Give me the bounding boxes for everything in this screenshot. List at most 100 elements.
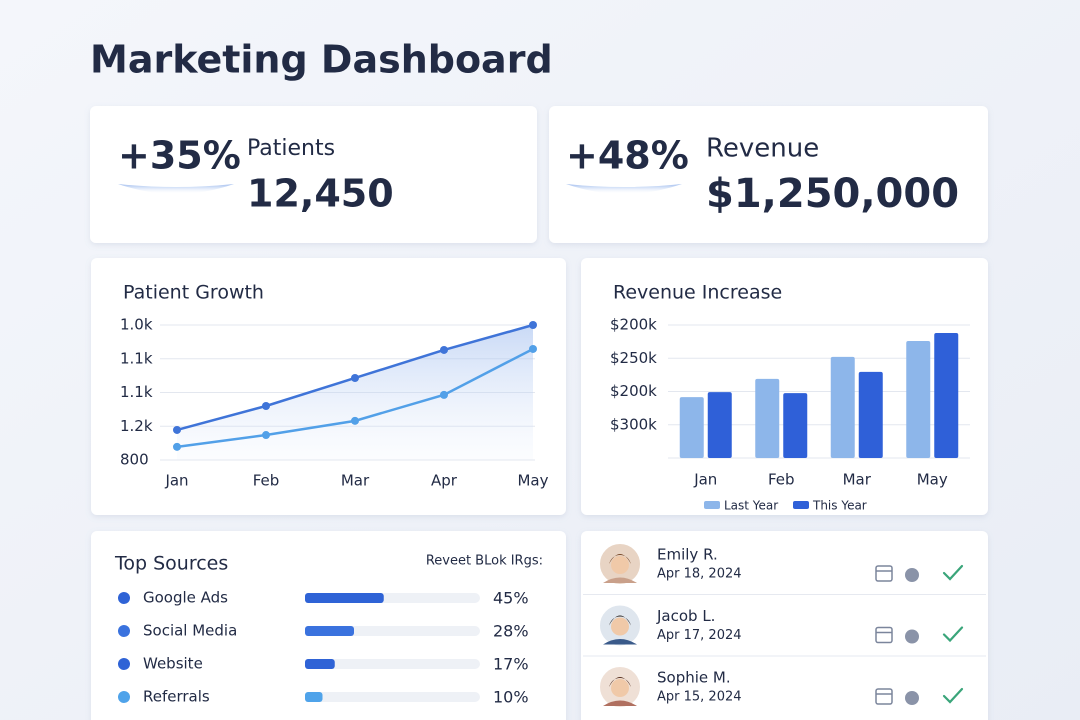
avatar-face xyxy=(611,679,629,697)
source-bar xyxy=(305,659,335,669)
point xyxy=(440,390,448,399)
clock-icon xyxy=(905,691,919,705)
bar xyxy=(830,356,855,458)
point xyxy=(262,402,270,410)
kpi-swoosh xyxy=(118,184,234,194)
page-title: Marketing Dashboard xyxy=(90,38,553,82)
track xyxy=(305,659,480,669)
person-date: Apr 15, 2024 xyxy=(657,690,742,705)
source-dot xyxy=(118,691,130,703)
avatar-body xyxy=(603,700,637,706)
point xyxy=(262,431,270,440)
kpi-value: 12,450 xyxy=(247,172,394,216)
x-tick-label: Apr xyxy=(431,472,458,490)
check-icon xyxy=(942,626,964,643)
source-value: 17% xyxy=(493,655,529,674)
x-tick-label: Jan xyxy=(164,472,188,490)
legend-swatch xyxy=(793,501,809,509)
point xyxy=(351,416,359,425)
legend-label: This Year xyxy=(812,499,867,513)
point xyxy=(440,345,448,354)
kpi-label: Patients xyxy=(247,136,335,161)
source-value: 28% xyxy=(493,622,529,641)
chart-title: Patient Growth xyxy=(123,282,264,304)
bar xyxy=(783,393,808,458)
source-dot xyxy=(118,625,130,637)
avatar-face xyxy=(611,556,629,574)
point xyxy=(351,373,359,382)
calendar-icon xyxy=(875,626,893,644)
y-tick-label: 800 xyxy=(120,451,149,469)
x-tick-label: Mar xyxy=(341,472,370,490)
avatar-hair xyxy=(609,554,631,564)
source-value: 45% xyxy=(493,589,529,608)
x-tick-label: Mar xyxy=(843,471,872,489)
point xyxy=(529,344,537,353)
calendar-icon xyxy=(875,688,893,705)
card xyxy=(91,531,566,720)
avatar-hair xyxy=(609,615,631,626)
source-name: Social Media xyxy=(143,622,237,640)
chart-title: Revenue Increase xyxy=(613,282,782,304)
bar xyxy=(755,378,780,458)
calendar-icon xyxy=(875,565,893,582)
y-tick-label: 1.0k xyxy=(120,316,153,334)
point xyxy=(173,442,181,451)
source-bar xyxy=(305,626,354,636)
source-name: Website xyxy=(143,655,203,673)
legend-label: Last Year xyxy=(724,499,778,513)
track xyxy=(305,692,480,702)
avatar-hair xyxy=(609,677,631,687)
kpi-swoosh xyxy=(566,184,682,194)
card xyxy=(90,106,537,243)
avatar-body xyxy=(603,577,637,583)
person-name: Sophie M. xyxy=(657,669,731,687)
y-tick-label: $200k xyxy=(610,316,657,334)
person-date: Apr 18, 2024 xyxy=(657,567,742,582)
person-name: Emily R. xyxy=(657,546,718,564)
x-tick-label: Feb xyxy=(253,472,280,490)
source-bar xyxy=(305,593,384,603)
area xyxy=(177,325,533,460)
check-icon xyxy=(942,687,964,704)
point xyxy=(529,321,537,329)
bar xyxy=(707,392,732,458)
y-tick-label: 1.1k xyxy=(120,383,153,401)
section-note: Reveet BLok IRgs: xyxy=(426,554,543,569)
y-tick-label: $250k xyxy=(610,349,657,367)
y-tick-label: 1.1k xyxy=(120,349,153,367)
bar xyxy=(679,397,704,458)
x-tick-label: May xyxy=(917,471,948,489)
person-date: Apr 17, 2024 xyxy=(657,628,742,643)
source-name: Referrals xyxy=(143,688,210,706)
bar xyxy=(906,340,931,458)
kpi-label: Revenue xyxy=(706,134,819,164)
person-name: Jacob L. xyxy=(656,607,715,625)
avatar-body xyxy=(603,639,637,645)
source-bar xyxy=(305,692,323,702)
source-value: 10% xyxy=(493,688,529,707)
source-dot xyxy=(118,592,130,604)
card xyxy=(581,531,988,720)
kpi-change: +48% xyxy=(566,134,689,178)
bar xyxy=(858,371,883,458)
x-tick-label: May xyxy=(517,472,548,490)
x-tick-label: Feb xyxy=(768,471,795,489)
card xyxy=(549,106,988,243)
source-dot xyxy=(118,658,130,670)
clock-icon xyxy=(905,629,919,644)
clock-icon xyxy=(905,568,919,582)
avatar-face xyxy=(611,617,629,636)
kpi-change: +35% xyxy=(118,134,241,178)
y-tick-label: 1.2k xyxy=(120,417,153,435)
bar xyxy=(934,332,959,458)
kpi-value: $1,250,000 xyxy=(706,171,959,217)
x-tick-label: Jan xyxy=(693,471,717,489)
legend-swatch xyxy=(704,501,720,509)
check-icon xyxy=(942,564,964,581)
y-tick-label: $200k xyxy=(610,382,657,400)
source-name: Google Ads xyxy=(143,589,228,607)
point xyxy=(173,425,181,434)
